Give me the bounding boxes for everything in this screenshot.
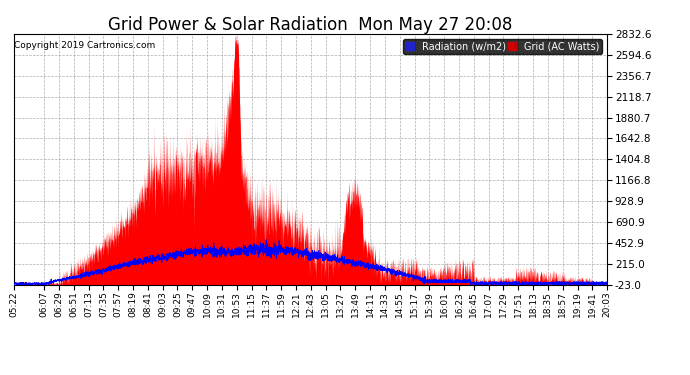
Text: Copyright 2019 Cartronics.com: Copyright 2019 Cartronics.com	[14, 41, 156, 50]
Legend: Radiation (w/m2), Grid (AC Watts): Radiation (w/m2), Grid (AC Watts)	[403, 39, 602, 54]
Title: Grid Power & Solar Radiation  Mon May 27 20:08: Grid Power & Solar Radiation Mon May 27 …	[108, 16, 513, 34]
